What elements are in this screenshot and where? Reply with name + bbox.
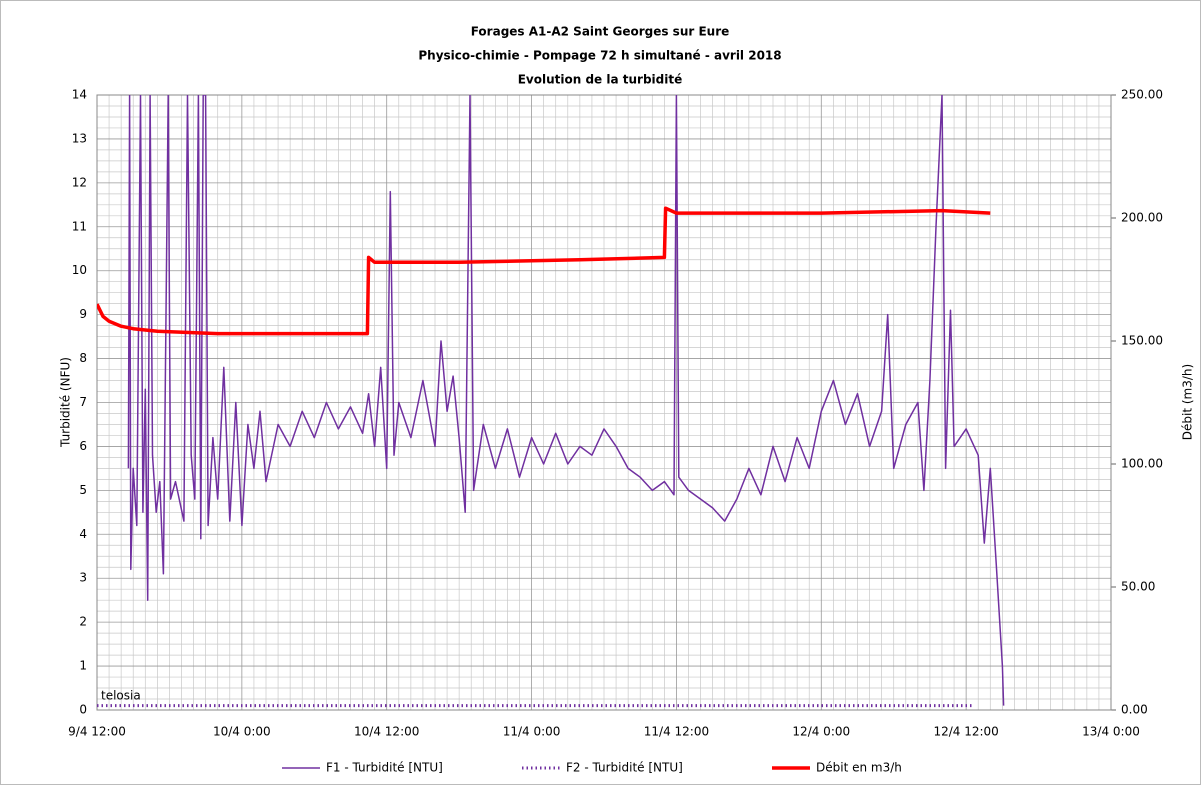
- y-tick-label: 0: [79, 703, 87, 717]
- x-tick-label: 10/4 12:00: [354, 725, 419, 739]
- x-tick-label: 11/4 12:00: [644, 725, 709, 739]
- y2-tick-label: 150.00: [1121, 334, 1163, 348]
- y2-tick-label: 250.00: [1121, 88, 1163, 102]
- x-tick-label: 13/4 0:00: [1082, 725, 1140, 739]
- x-tick-label: 12/4 0:00: [792, 725, 850, 739]
- legend-label: F2 - Turbidité [NTU]: [566, 761, 683, 775]
- x-tick-label: 12/4 12:00: [933, 725, 998, 739]
- y-tick-label: 4: [79, 527, 87, 541]
- y2-tick-label: 200.00: [1121, 211, 1163, 225]
- y-axis-label: Turbidité (NFU): [59, 357, 73, 448]
- legend-label: F1 - Turbidité [NTU]: [326, 761, 443, 775]
- y-tick-label: 2: [79, 615, 87, 629]
- series-line: [97, 206, 991, 336]
- y-tick-label: 7: [79, 395, 87, 409]
- y-tick-label: 10: [72, 263, 87, 277]
- y2-tick-label: 0.00: [1121, 703, 1148, 717]
- y-tick-label: 11: [72, 219, 87, 233]
- y-tick-label: 5: [79, 483, 87, 497]
- chart-subtitle: Physico-chimie - Pompage 72 h simultané …: [418, 49, 781, 63]
- chart-title: Forages A1-A2 Saint Georges sur Eure: [471, 25, 730, 39]
- y2-axis-label: Débit (m3/h): [1181, 364, 1195, 440]
- y-tick-label: 3: [79, 571, 87, 585]
- plot-border: [96, 94, 1112, 711]
- x-tick-label: 10/4 0:00: [213, 725, 271, 739]
- legend-label: Débit en m3/h: [816, 761, 902, 775]
- y-tick-label: 6: [79, 439, 87, 453]
- x-tick-label: 11/4 0:00: [503, 725, 561, 739]
- watermark: telosia: [101, 689, 141, 703]
- y-tick-label: 12: [72, 175, 87, 189]
- y-tick-label: 8: [79, 351, 87, 365]
- y-tick-label: 14: [72, 88, 87, 102]
- chart-subtitle: Evolution de la turbidité: [518, 73, 683, 87]
- y-tick-label: 9: [79, 307, 87, 321]
- y2-tick-label: 50.00: [1121, 580, 1155, 594]
- y-tick-label: 13: [72, 131, 87, 145]
- series-line: [127, 95, 1005, 706]
- y2-tick-label: 100.00: [1121, 457, 1163, 471]
- x-tick-label: 9/4 12:00: [68, 725, 126, 739]
- y-tick-label: 1: [79, 659, 87, 673]
